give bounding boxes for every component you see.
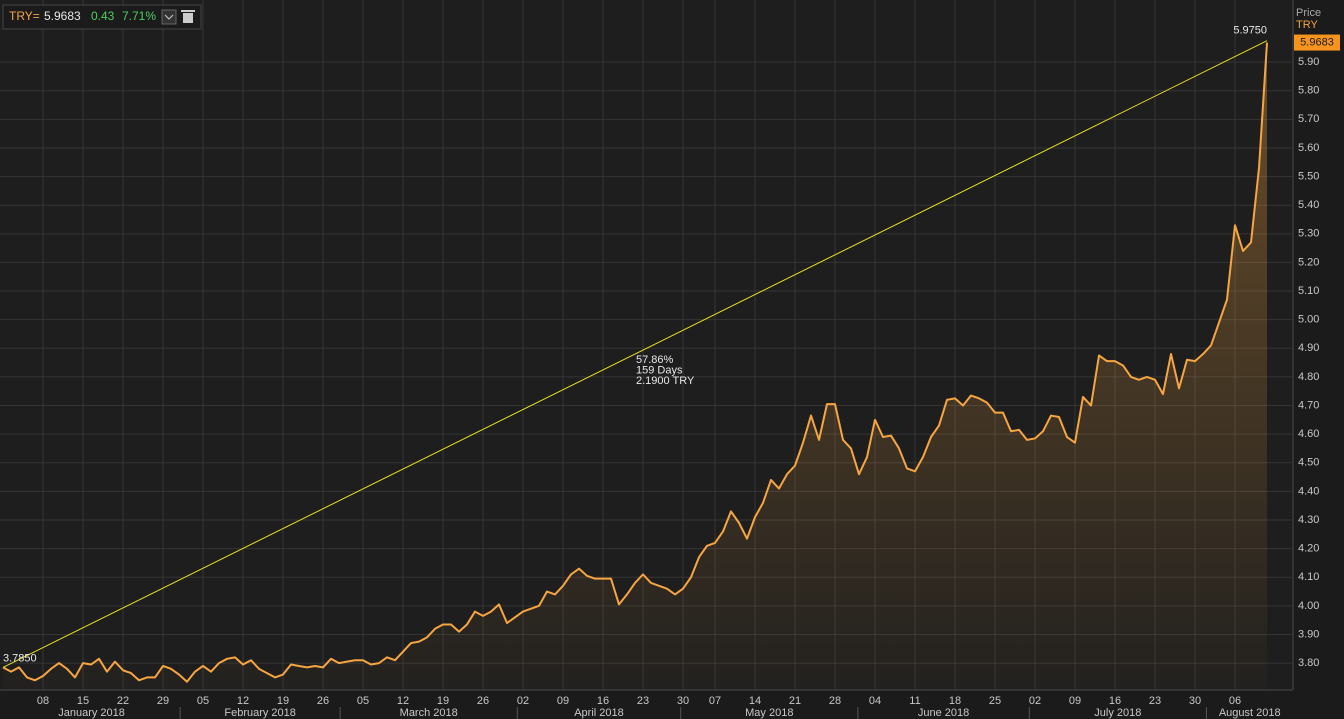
month-label: April 2018 <box>574 707 624 719</box>
trendline <box>2 40 1268 668</box>
y-tick-label: 3.90 <box>1298 628 1319 640</box>
x-tick-label: 16 <box>1109 695 1121 707</box>
trend-stat: 57.86% <box>636 354 674 366</box>
x-tick-label: 26 <box>317 695 329 707</box>
x-tick-label: 30 <box>1189 695 1201 707</box>
x-tick-label: 29 <box>157 695 169 707</box>
y-tick-label: 4.30 <box>1298 514 1319 526</box>
x-tick-label: 06 <box>1229 695 1241 707</box>
x-tick-label: 23 <box>637 695 649 707</box>
y-tick-label: 4.60 <box>1298 428 1319 440</box>
y-tick-label: 3.80 <box>1298 657 1319 669</box>
x-tick-label: 02 <box>1029 695 1041 707</box>
x-tick-label: 23 <box>1149 695 1161 707</box>
last-price-label: 5.9683 <box>1300 36 1334 48</box>
symbol: TRY= <box>9 9 40 23</box>
change: 0.43 <box>91 9 115 23</box>
y-tick-label: 5.70 <box>1298 113 1319 125</box>
x-tick-label: 05 <box>197 695 209 707</box>
price-line <box>2 42 1268 683</box>
x-tick-label: 08 <box>37 695 49 707</box>
x-tick-label: 26 <box>477 695 489 707</box>
trend-stat: 159 Days <box>636 364 683 376</box>
month-label: July 2018 <box>1094 707 1141 719</box>
trend-start-label: 3.7850 <box>3 652 37 664</box>
y-tick-label: 5.90 <box>1298 56 1319 68</box>
x-tick-label: 04 <box>869 695 881 707</box>
x-tick-label: 05 <box>357 695 369 707</box>
x-tick-label: 21 <box>789 695 801 707</box>
dropdown-icon <box>164 14 174 20</box>
trash-icon <box>183 13 193 23</box>
dropdown-button[interactable] <box>161 9 177 25</box>
y-tick-label: 5.10 <box>1298 285 1319 297</box>
y-tick-label: 4.70 <box>1298 399 1319 411</box>
x-tick-label: 12 <box>237 695 249 707</box>
y-tick-label: 4.90 <box>1298 342 1319 354</box>
last-price: 5.9683 <box>44 9 81 23</box>
x-tick-label: 02 <box>517 695 529 707</box>
delete-button[interactable] <box>181 10 195 23</box>
trend-end-label: 5.9750 <box>1233 25 1267 37</box>
x-tick-label: 12 <box>397 695 409 707</box>
trash-lid <box>181 10 195 12</box>
month-label: May 2018 <box>745 707 793 719</box>
y-tick-label: 4.10 <box>1298 571 1319 583</box>
x-tick-label: 07 <box>709 695 721 707</box>
month-label: February 2018 <box>224 707 296 719</box>
x-tick-label: 11 <box>909 695 920 707</box>
y-tick-label: 5.60 <box>1298 142 1319 154</box>
y-tick-label: 4.20 <box>1298 543 1319 555</box>
x-tick-label: 09 <box>1069 695 1081 707</box>
last-price-tag <box>1294 34 1340 51</box>
x-tick-label: 28 <box>829 695 841 707</box>
marks <box>2 40 1268 691</box>
x-tick-label: 18 <box>949 695 961 707</box>
x-tick-label: 19 <box>437 695 449 707</box>
trend-stat: 2.1900 TRY <box>636 375 695 387</box>
y-tick-label: 5.80 <box>1298 85 1319 97</box>
series-name: TRY <box>1296 19 1318 31</box>
x-tick-label: 14 <box>749 695 761 707</box>
y-tick-label: 4.50 <box>1298 457 1319 469</box>
x-tick-label: 16 <box>597 695 609 707</box>
change-pct: 7.71% <box>122 9 156 23</box>
y-tick-label: 4.40 <box>1298 485 1319 497</box>
month-label: January 2018 <box>58 707 125 719</box>
labels: 3.80 3.90 4.00 4.10 4.20 4.30 4.40 4.50 4.60 4.70… <box>3 25 1340 719</box>
month-label: August 2018 <box>1219 707 1281 719</box>
header-box: TRY= 5.9683 0.43 7.71% <box>2 4 202 30</box>
x-tick-label: 25 <box>989 695 1001 707</box>
y-tick-label: 5.40 <box>1298 199 1319 211</box>
y-tick-label: 5.20 <box>1298 256 1319 268</box>
x-tick-label: 09 <box>557 695 569 707</box>
y-tick-label: 5.30 <box>1298 228 1319 240</box>
x-tick-label: 30 <box>677 695 689 707</box>
month-label: March 2018 <box>400 707 458 719</box>
y-tick-label: 5.50 <box>1298 170 1319 182</box>
y-tick-label: 4.80 <box>1298 371 1319 383</box>
x-tick-label: 19 <box>277 695 289 707</box>
month-label: June 2018 <box>918 707 969 719</box>
y-tick-label: 5.00 <box>1298 314 1319 326</box>
y-axis-title: Price <box>1296 7 1321 19</box>
price-area <box>3 42 1267 691</box>
y-tick-label: 4.00 <box>1298 600 1319 612</box>
y-axis-panel <box>1293 0 1344 719</box>
x-tick-label: 22 <box>117 695 129 707</box>
x-tick-label: 15 <box>77 695 89 707</box>
